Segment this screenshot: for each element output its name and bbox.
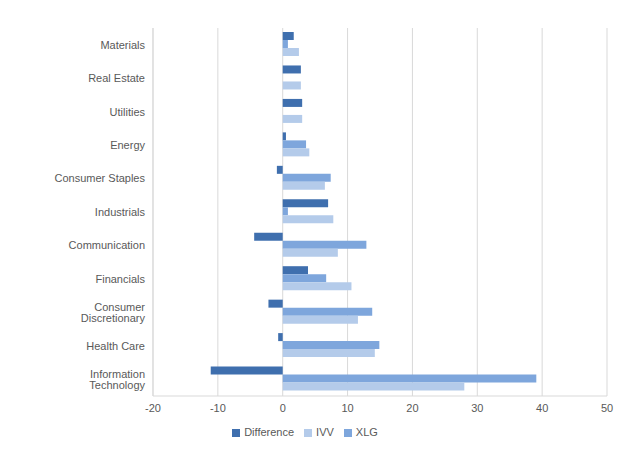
svg-text:InformationTechnology: InformationTechnology (89, 368, 145, 391)
html-text:Difference: Difference (244, 426, 295, 438)
svg-text:Financials: Financials (95, 273, 145, 285)
svg-text:50: 50 (601, 402, 613, 414)
svg-text:Utilities: Utilities (110, 106, 146, 118)
svg-text:Real Estate: Real Estate (88, 72, 145, 84)
html-text:XLG: XLG (355, 426, 378, 438)
svg-text:Health Care: Health Care (86, 340, 145, 352)
svg-text:20: 20 (406, 402, 418, 414)
svg-text:-20: -20 (145, 402, 161, 414)
svg-text:-10: -10 (210, 402, 226, 414)
svg-text:Energy: Energy (110, 139, 145, 151)
svg-text:10: 10 (341, 402, 353, 414)
svg-text:40: 40 (536, 402, 548, 414)
svg-text:Industrials: Industrials (95, 206, 146, 218)
svg-text:ConsumerDiscretionary: ConsumerDiscretionary (81, 301, 146, 324)
svg-text:Communication: Communication (69, 239, 145, 251)
html-text:IVV: IVV (316, 426, 334, 438)
svg-text:0: 0 (280, 402, 286, 414)
svg-text:Materials: Materials (100, 39, 145, 51)
svg-text:30: 30 (471, 402, 483, 414)
svg-text:Consumer Staples: Consumer Staples (55, 172, 146, 184)
